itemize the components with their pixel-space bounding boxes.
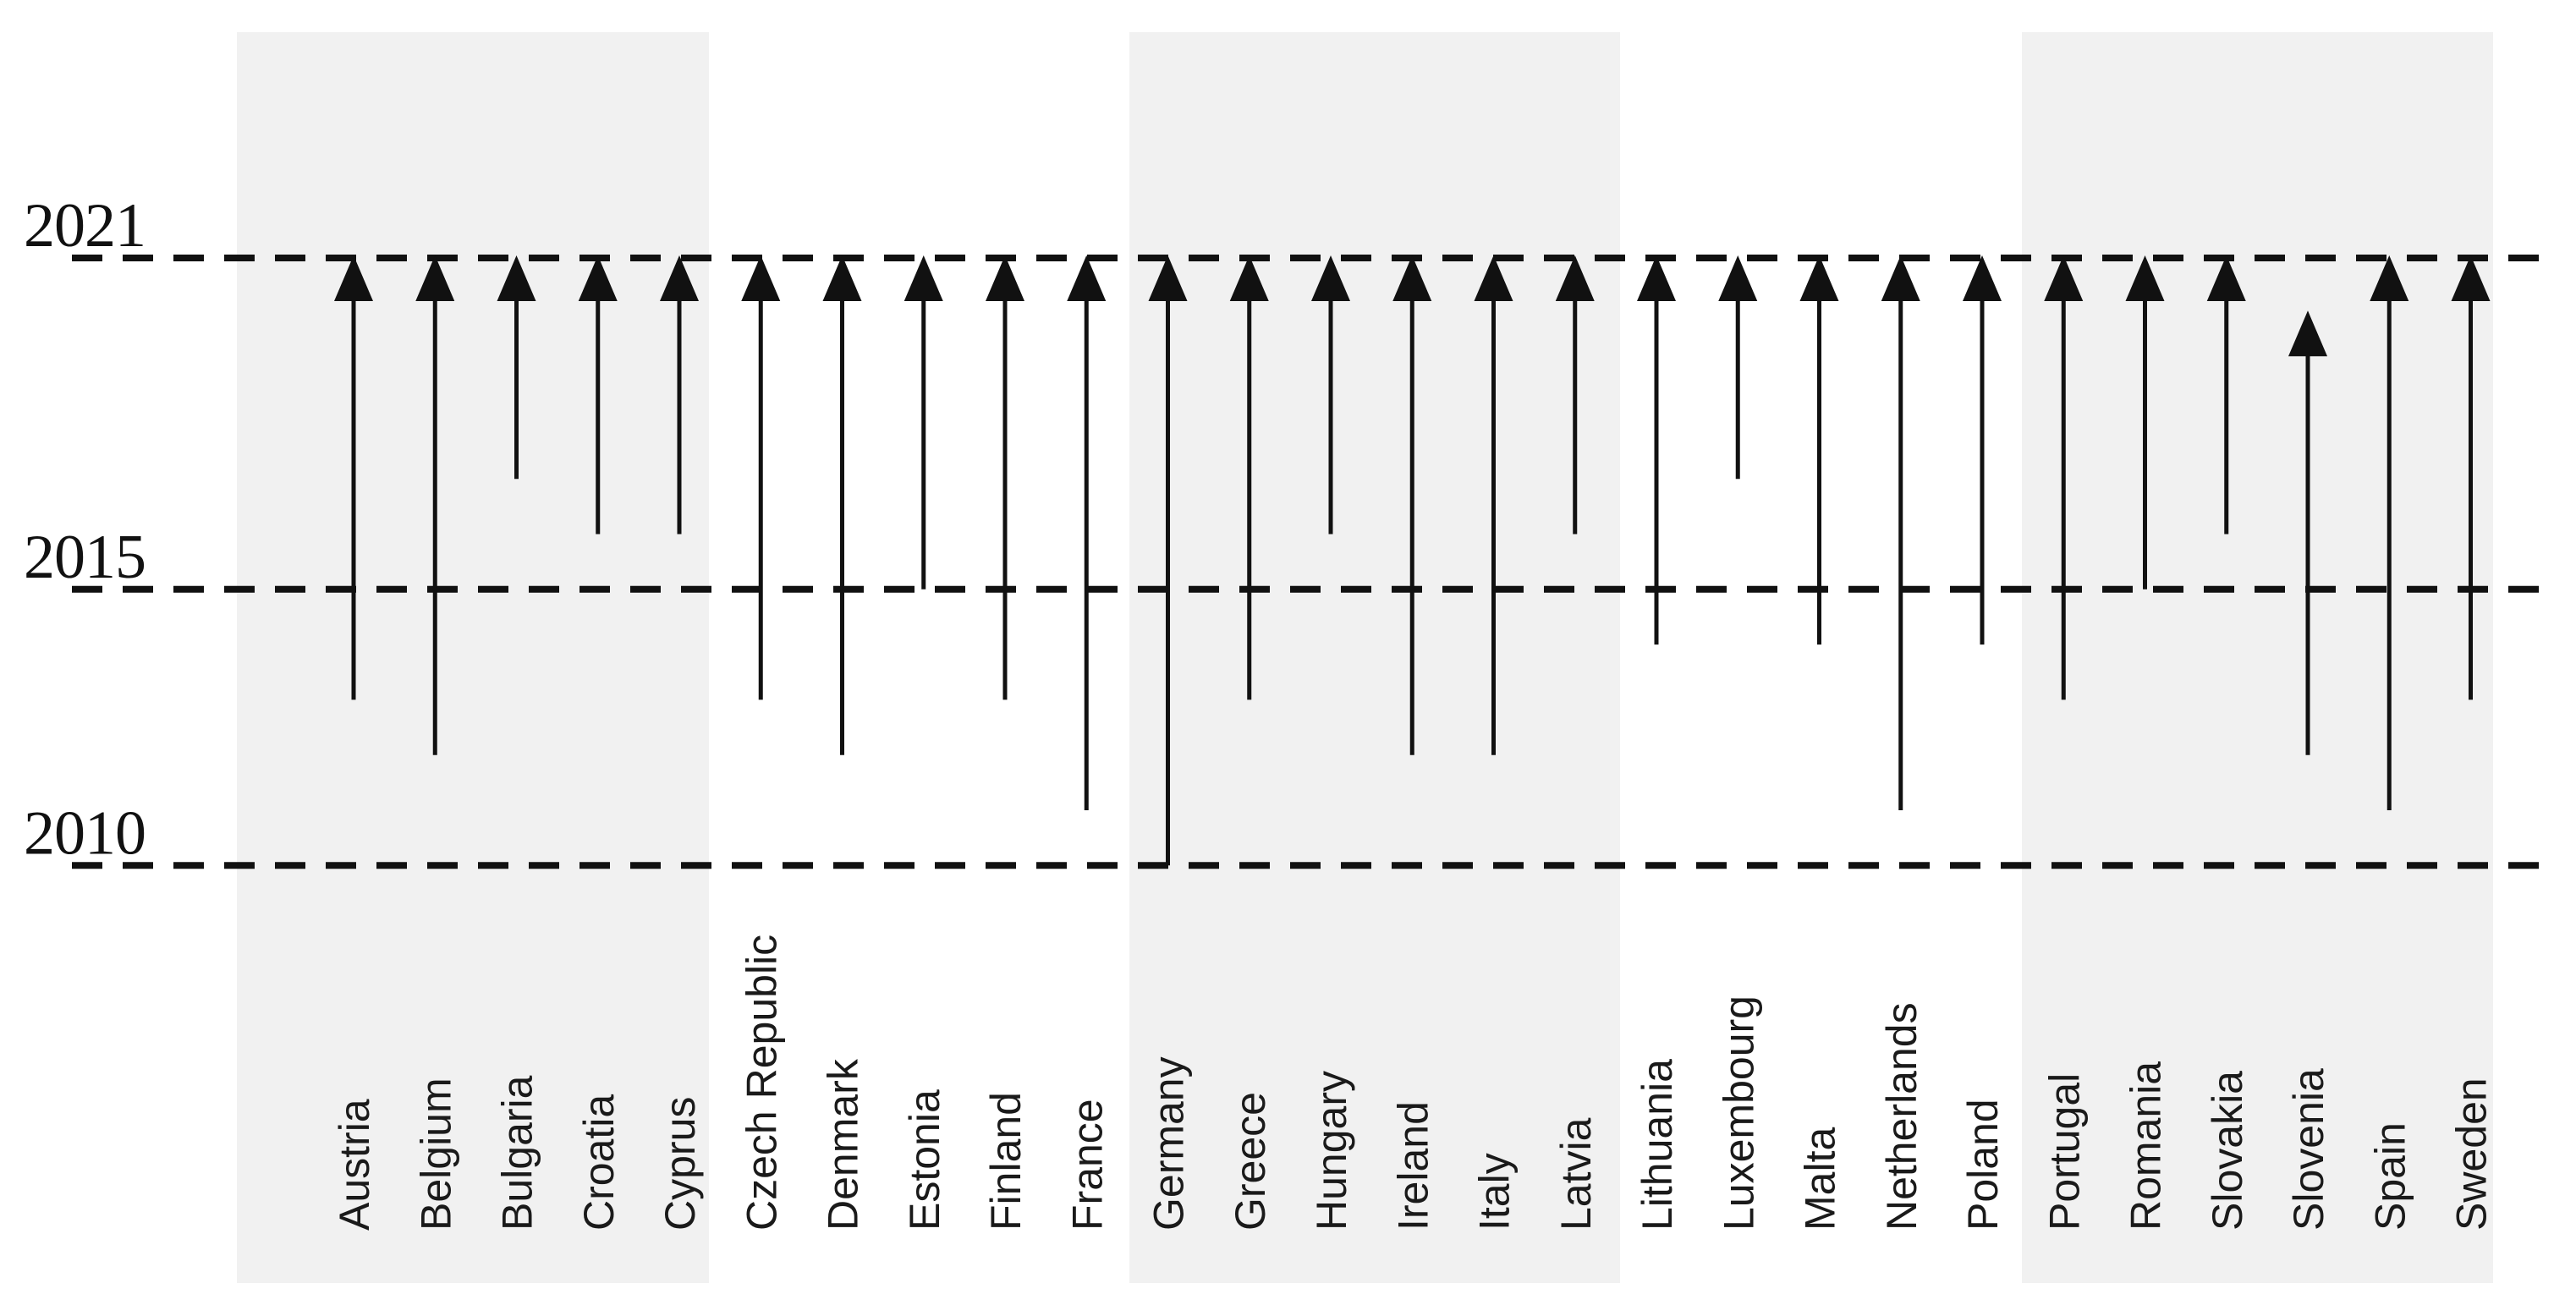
country-label-croatia: Croatia (575, 1094, 623, 1231)
arrow-portugal (2044, 255, 2084, 700)
arrow-head-icon (497, 255, 536, 301)
arrow-head-icon (1555, 255, 1595, 301)
arrow-netherlands (1881, 255, 1920, 810)
arrow-head-icon (904, 255, 943, 301)
country-label-estonia: Estonia (901, 1089, 948, 1231)
arrow-slovakia (2206, 255, 2246, 535)
arrow-head-icon (1392, 255, 1432, 301)
country-label-belgium: Belgium (412, 1077, 459, 1231)
shaded-band-1 (237, 32, 709, 1283)
arrows-layer (334, 255, 2491, 866)
arrow-head-icon (578, 255, 618, 301)
y-axis-labels-layer: 2021 2015 2010 (24, 191, 146, 868)
arrow-malta (1799, 255, 1839, 645)
country-label-luxembourg: Luxembourg (1715, 995, 1762, 1231)
y-axis-label-2021: 2021 (24, 191, 146, 260)
arrow-latvia (1555, 255, 1595, 535)
y-axis-label-2015: 2015 (24, 523, 146, 592)
arrow-bulgaria (497, 255, 536, 480)
arrow-head-icon (2206, 255, 2246, 301)
gridlines-layer (72, 255, 2542, 869)
arrow-head-icon (1067, 255, 1107, 301)
country-label-finland: Finland (982, 1092, 1030, 1231)
country-label-slovenia: Slovenia (2285, 1068, 2332, 1231)
country-label-czech-republic: Czech Republic (738, 935, 785, 1231)
arrow-head-icon (660, 255, 699, 301)
country-label-latvia: Latvia (1552, 1117, 1600, 1231)
arrow-head-icon (1799, 255, 1839, 301)
arrow-sweden (2451, 255, 2491, 700)
country-label-austria: Austria (331, 1099, 378, 1231)
country-label-romania: Romania (2123, 1061, 2170, 1231)
arrow-greece (1229, 255, 1269, 700)
country-label-italy: Italy (1471, 1153, 1519, 1231)
arrow-head-icon (2044, 255, 2084, 301)
shaded-band-3 (2022, 32, 2493, 1283)
arrow-estonia (904, 255, 943, 589)
country-label-spain: Spain (2366, 1122, 2414, 1231)
country-label-france: France (1063, 1099, 1111, 1231)
country-label-bulgaria: Bulgaria (494, 1075, 541, 1231)
arrow-head-icon (1963, 255, 2002, 301)
arrow-head-icon (1474, 255, 1513, 301)
arrow-head-icon (822, 255, 862, 301)
arrow-luxembourg (1718, 255, 1758, 480)
country-label-germany: Germany (1145, 1056, 1193, 1231)
country-label-denmark: Denmark (820, 1058, 867, 1231)
country-label-malta: Malta (1797, 1127, 1844, 1231)
country-label-netherlands: Netherlands (1878, 1002, 1925, 1231)
arrow-lithuania (1637, 255, 1676, 645)
arrow-head-icon (1311, 255, 1350, 301)
country-label-greece: Greece (1227, 1092, 1274, 1231)
country-label-poland: Poland (1959, 1099, 2007, 1231)
arrow-romania (2125, 255, 2165, 589)
arrow-head-icon (1637, 255, 1676, 301)
country-label-portugal: Portugal (2040, 1073, 2088, 1231)
arrow-head-icon (415, 255, 455, 301)
arrow-cyprus (660, 255, 699, 535)
country-label-cyprus: Cyprus (656, 1097, 704, 1231)
country-label-sweden: Sweden (2448, 1077, 2496, 1231)
arrow-poland (1963, 255, 2002, 645)
arrow-head-icon (2288, 310, 2327, 357)
arrow-head-icon (1718, 255, 1758, 301)
arrow-head-icon (1229, 255, 1269, 301)
y-axis-label-2010: 2010 (24, 798, 146, 868)
arrow-head-icon (334, 255, 373, 301)
arrow-hungary (1311, 255, 1350, 535)
arrow-head-icon (741, 255, 781, 301)
arrow-denmark (822, 255, 862, 755)
arrow-spain (2370, 255, 2409, 810)
arrow-germany (1148, 255, 1188, 866)
country-label-lithuania: Lithuania (1634, 1059, 1681, 1231)
arrow-finland (986, 255, 1024, 700)
arrow-croatia (578, 255, 618, 535)
arrow-ireland (1392, 255, 1432, 755)
shaded-band-2 (1129, 32, 1620, 1283)
arrow-head-icon (1881, 255, 1920, 301)
arrow-austria (334, 255, 373, 700)
arrow-head-icon (2370, 255, 2409, 301)
arrow-head-icon (2125, 255, 2165, 301)
country-labels-layer: Austria Belgium Bulgaria Croatia Cyprus Czech… (331, 935, 2496, 1231)
arrow-belgium (415, 255, 455, 755)
arrow-head-icon (2451, 255, 2491, 301)
arrow-slovenia (2288, 310, 2327, 755)
arrow-czech-republic (741, 255, 781, 700)
arrow-head-icon (986, 255, 1024, 301)
country-label-ireland: Ireland (1389, 1101, 1436, 1231)
country-label-hungary: Hungary (1308, 1071, 1355, 1231)
arrow-france (1067, 255, 1107, 810)
shaded-bands-layer (237, 32, 2493, 1283)
country-label-slovakia: Slovakia (2204, 1071, 2251, 1231)
arrow-head-icon (1148, 255, 1188, 301)
arrow-italy (1474, 255, 1513, 755)
